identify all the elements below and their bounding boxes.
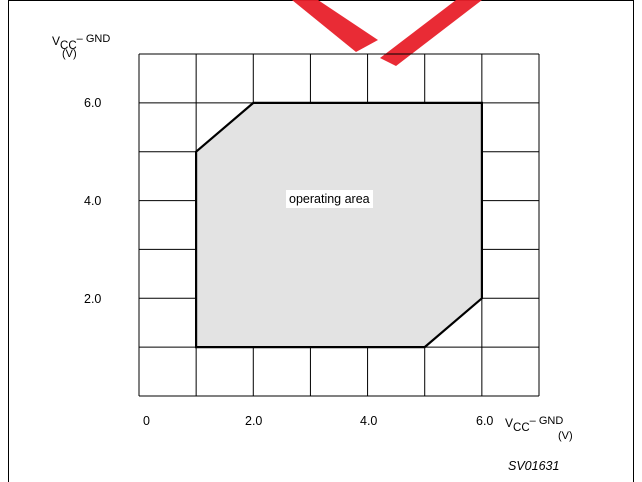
y-tick-label-6: 6.0 <box>84 96 102 110</box>
x-axis-label-v: V <box>505 416 514 430</box>
x-tick-label-4: 4.0 <box>360 414 378 428</box>
y-axis-label-cc: CC <box>60 40 77 52</box>
y-axis-unit: (V) <box>62 48 77 60</box>
figure-code: SV01631 <box>508 459 560 473</box>
y-axis-label-v: V <box>52 34 61 48</box>
y-tick-label-4: 4.0 <box>84 194 102 208</box>
x-axis-label-cc: CC <box>513 422 530 434</box>
frame-left-border <box>8 0 9 482</box>
operating-area-label: operating area <box>286 190 373 208</box>
operating-area-polygon <box>195 101 483 349</box>
y-axis-label: VCC– GND (V) <box>52 33 111 60</box>
x-tick-label-6: 6.0 <box>476 414 494 428</box>
x-axis-label-gnd: – GND <box>529 415 564 427</box>
x-axis-unit: (V) <box>558 430 573 442</box>
x-tick-label-0: 0 <box>143 414 150 428</box>
y-axis-label-gnd: – GND <box>76 33 111 45</box>
watermark-logo-left-arm <box>292 0 378 52</box>
x-tick-label-2: 2.0 <box>245 414 263 428</box>
watermark-logo <box>292 0 482 66</box>
x-axis-label: VCC– GND (V) <box>505 415 573 442</box>
frame-right-border <box>633 0 634 482</box>
frame-top-border <box>8 0 633 1</box>
y-tick-label-2: 2.0 <box>84 292 102 306</box>
watermark-logo-right-arm <box>380 0 482 66</box>
